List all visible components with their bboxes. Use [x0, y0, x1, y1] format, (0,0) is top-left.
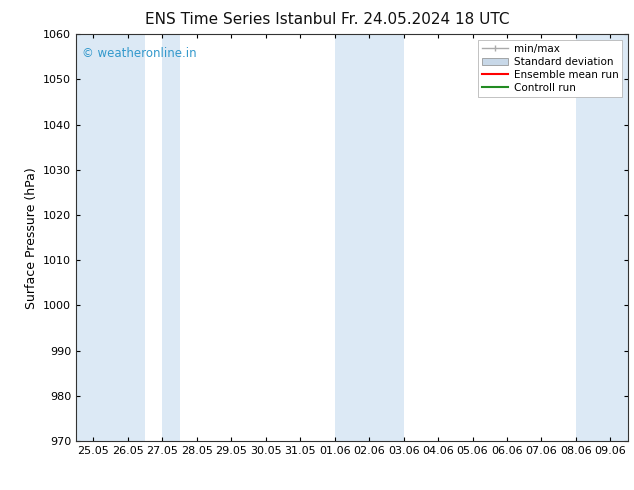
Bar [576, 34, 628, 441]
Legend: min/max, Standard deviation, Ensemble mean run, Controll run: min/max, Standard deviation, Ensemble me… [478, 40, 623, 97]
Text: Fr. 24.05.2024 18 UTC: Fr. 24.05.2024 18 UTC [340, 12, 509, 27]
Text: ENS Time Series Istanbul: ENS Time Series Istanbul [145, 12, 337, 27]
Bar [76, 34, 145, 441]
Bar [162, 34, 179, 441]
Bar [335, 34, 404, 441]
Y-axis label: Surface Pressure (hPa): Surface Pressure (hPa) [25, 167, 37, 309]
Text: © weatheronline.in: © weatheronline.in [82, 47, 196, 59]
